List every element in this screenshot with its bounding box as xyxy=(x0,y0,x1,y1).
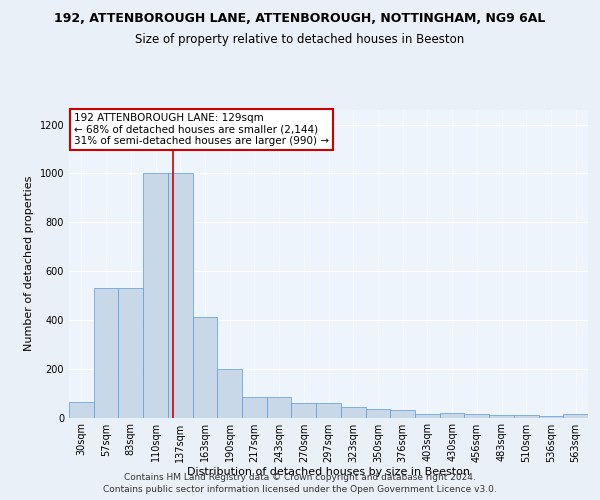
Text: Contains HM Land Registry data © Crown copyright and database right 2024.: Contains HM Land Registry data © Crown c… xyxy=(124,473,476,482)
Bar xyxy=(341,406,365,418)
Bar xyxy=(464,414,489,418)
Bar xyxy=(69,402,94,417)
Bar xyxy=(193,318,217,418)
Bar xyxy=(168,174,193,418)
Bar xyxy=(489,415,514,418)
Bar xyxy=(267,397,292,417)
Text: Contains public sector information licensed under the Open Government Licence v3: Contains public sector information licen… xyxy=(103,486,497,494)
Bar xyxy=(539,416,563,418)
Bar xyxy=(415,414,440,418)
Bar xyxy=(217,368,242,418)
Bar xyxy=(118,288,143,418)
Y-axis label: Number of detached properties: Number of detached properties xyxy=(24,176,34,352)
Bar xyxy=(143,174,168,418)
X-axis label: Distribution of detached houses by size in Beeston: Distribution of detached houses by size … xyxy=(187,468,470,477)
Bar xyxy=(316,403,341,417)
Bar xyxy=(242,397,267,417)
Bar xyxy=(514,415,539,418)
Bar xyxy=(94,288,118,418)
Bar xyxy=(390,410,415,418)
Bar xyxy=(365,409,390,418)
Text: 192, ATTENBOROUGH LANE, ATTENBOROUGH, NOTTINGHAM, NG9 6AL: 192, ATTENBOROUGH LANE, ATTENBOROUGH, NO… xyxy=(55,12,545,26)
Text: Size of property relative to detached houses in Beeston: Size of property relative to detached ho… xyxy=(136,32,464,46)
Text: 192 ATTENBOROUGH LANE: 129sqm
← 68% of detached houses are smaller (2,144)
31% o: 192 ATTENBOROUGH LANE: 129sqm ← 68% of d… xyxy=(74,113,329,146)
Bar xyxy=(440,412,464,418)
Bar xyxy=(292,403,316,417)
Bar xyxy=(563,414,588,418)
